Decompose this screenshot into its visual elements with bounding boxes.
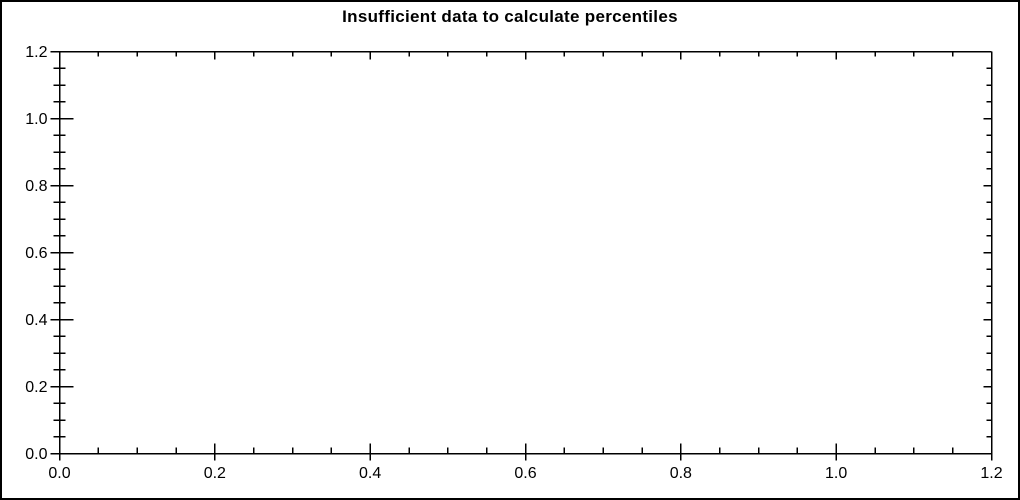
chart-title: Insufficient data to calculate percentil… xyxy=(342,7,678,26)
y-tick-label: 0.4 xyxy=(25,312,47,329)
y-tick-label: 1.0 xyxy=(25,111,47,128)
x-tick-label: 0.0 xyxy=(48,465,70,482)
x-tick-label: 0.6 xyxy=(514,465,536,482)
y-tick-label: 0.6 xyxy=(25,245,47,262)
x-tick-label: 0.2 xyxy=(204,465,226,482)
y-tick-label: 1.2 xyxy=(25,44,47,61)
x-tick-label: 1.2 xyxy=(980,465,1002,482)
y-tick-label: 0.2 xyxy=(25,379,47,396)
y-tick-label: 0.0 xyxy=(25,446,47,463)
x-tick-label: 0.4 xyxy=(359,465,381,482)
x-tick-label: 0.8 xyxy=(670,465,692,482)
y-tick-label: 0.8 xyxy=(25,178,47,195)
x-tick-label: 1.0 xyxy=(825,465,847,482)
